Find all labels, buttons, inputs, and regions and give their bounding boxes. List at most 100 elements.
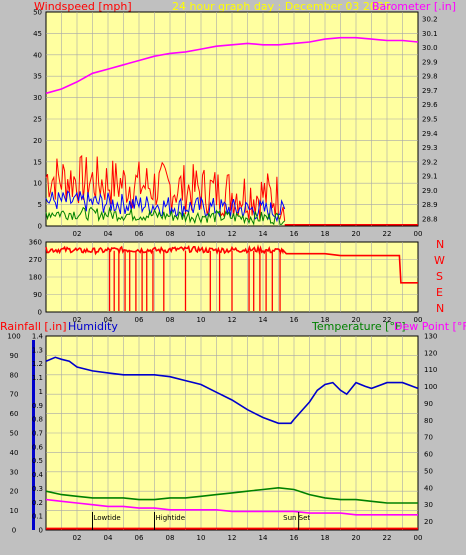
x-tick-label: 18 [321, 230, 330, 238]
compass-e: E [436, 286, 443, 299]
x-tick-label: 06 [135, 534, 144, 542]
wind-y-tick: 10 [33, 180, 42, 188]
direction-y-tick: 180 [29, 274, 42, 282]
baro-y-tick: 30.2 [422, 16, 438, 24]
windgust-trace [45, 154, 286, 222]
wind-y-tick: 30 [33, 94, 42, 102]
temp-y-tick: 30 [424, 501, 433, 509]
wind-y-tick: 25 [33, 116, 42, 124]
rain-y-tick: 1.4 [32, 333, 44, 341]
rainfall-header: Rainfall [.in] [0, 320, 67, 333]
wind-y-tick: 40 [33, 51, 42, 59]
rain-y-tick: 0.8 [32, 416, 43, 424]
x-tick-label: 20 [352, 534, 361, 542]
x-tick-label: 08 [166, 230, 175, 238]
temperature-line [45, 486, 418, 504]
humidity-y-tick: 50 [10, 430, 19, 438]
rain-y-tick: 0.1 [32, 513, 43, 521]
temp-y-tick: 60 [424, 451, 433, 459]
rain-y-tick: 0.9 [32, 402, 43, 410]
x-tick-label: 12 [228, 230, 237, 238]
temp-y-tick: 50 [424, 467, 433, 475]
compass-n-bottom: N [436, 302, 444, 315]
temperature-header: Temperature [°F] [311, 320, 406, 333]
x-tick-label: 06 [135, 230, 144, 238]
barometer-line [45, 36, 419, 95]
x-tick-label: 00 [414, 230, 423, 238]
x-tick-label: 14 [259, 316, 268, 324]
x-tick-label: 02 [73, 230, 82, 238]
wind-direction-line [45, 244, 418, 284]
humidity-y-tick: 0 [12, 527, 16, 535]
humidity-line [45, 356, 419, 425]
temp-y-tick: 40 [424, 484, 433, 492]
direction-y-tick: 360 [29, 239, 42, 247]
rain-scale-bar [32, 340, 35, 530]
x-tick-label: 18 [321, 534, 330, 542]
rain-y-tick: 0.4 [32, 471, 44, 479]
x-tick-label: 22 [383, 316, 392, 324]
humidity-y-tick: 20 [10, 488, 19, 496]
x-tick-label: 20 [352, 316, 361, 324]
windspeed-header: Windspeed [mph] [34, 0, 132, 13]
rain-y-tick: 1.1 [32, 374, 43, 382]
annotation-label: Sun Set [283, 514, 310, 522]
annotation-label: Hightide [156, 514, 186, 522]
x-tick-label: 08 [166, 316, 175, 324]
compass-w: W [434, 254, 445, 267]
temp-y-tick: 90 [424, 400, 433, 408]
x-tick-label: 04 [104, 230, 113, 238]
baro-y-tick: 29.3 [422, 144, 438, 152]
x-tick-label: 10 [197, 534, 206, 542]
direction-y-tick: 90 [33, 291, 42, 299]
baro-y-tick: 29.4 [422, 130, 438, 138]
rain-y-tick: 1 [39, 388, 43, 396]
baro-y-tick: 28.8 [422, 215, 438, 223]
x-tick-label: 04 [104, 534, 113, 542]
x-tick-label: 08 [166, 534, 175, 542]
temp-y-tick: 110 [424, 366, 437, 374]
humidity-y-tick: 30 [10, 468, 19, 476]
dew-point-line [45, 498, 418, 516]
baro-y-tick: 29.7 [422, 87, 438, 95]
x-tick-label: 10 [197, 230, 206, 238]
rain-y-tick: 0.3 [32, 485, 43, 493]
wind-y-tick: 35 [33, 73, 42, 81]
baro-y-tick: 29.2 [422, 158, 438, 166]
baro-y-tick: 29.8 [422, 73, 438, 81]
baro-y-tick: 29.6 [422, 101, 438, 109]
humidity-y-tick: 80 [10, 371, 19, 379]
x-tick-label: 12 [228, 316, 237, 324]
x-tick-label: 00 [414, 316, 423, 324]
baro-y-tick: 29.9 [422, 58, 438, 66]
x-tick-label: 14 [259, 230, 268, 238]
barometer-header: Barometer [.in] [372, 0, 456, 13]
humidity-y-tick: 40 [10, 449, 19, 457]
rain-y-tick: 0.2 [32, 499, 43, 507]
x-tick-label: 16 [290, 534, 299, 542]
baro-y-tick: 28.9 [422, 201, 438, 209]
humidity-y-tick: 70 [10, 391, 19, 399]
x-tick-label: 14 [259, 534, 268, 542]
rain-y-tick: 1.2 [32, 360, 43, 368]
x-tick-label: 02 [73, 534, 82, 542]
annotation-label: Lowtide [94, 514, 121, 522]
baro-y-tick: 29.1 [422, 173, 438, 181]
direction-y-tick: 0 [38, 309, 42, 317]
temp-y-tick: 120 [424, 349, 437, 357]
temp-y-tick: 70 [424, 434, 433, 442]
rain-y-tick: 0.6 [32, 443, 44, 451]
dewpoint-header: Dew Point [°F] [394, 320, 466, 333]
wind-y-tick: 20 [33, 137, 42, 145]
graph-title: 24 hour graph day : December 03 2025 [172, 0, 391, 13]
x-tick-label: 12 [228, 534, 237, 542]
x-tick-label: 10 [197, 316, 206, 324]
rain-y-tick: 0.7 [32, 430, 43, 438]
direction-y-tick: 270 [29, 256, 42, 264]
rain-y-tick: 0 [39, 527, 43, 535]
x-tick-label: 22 [383, 230, 392, 238]
temp-y-tick: 80 [424, 417, 433, 425]
humidity-y-tick: 90 [10, 352, 19, 360]
